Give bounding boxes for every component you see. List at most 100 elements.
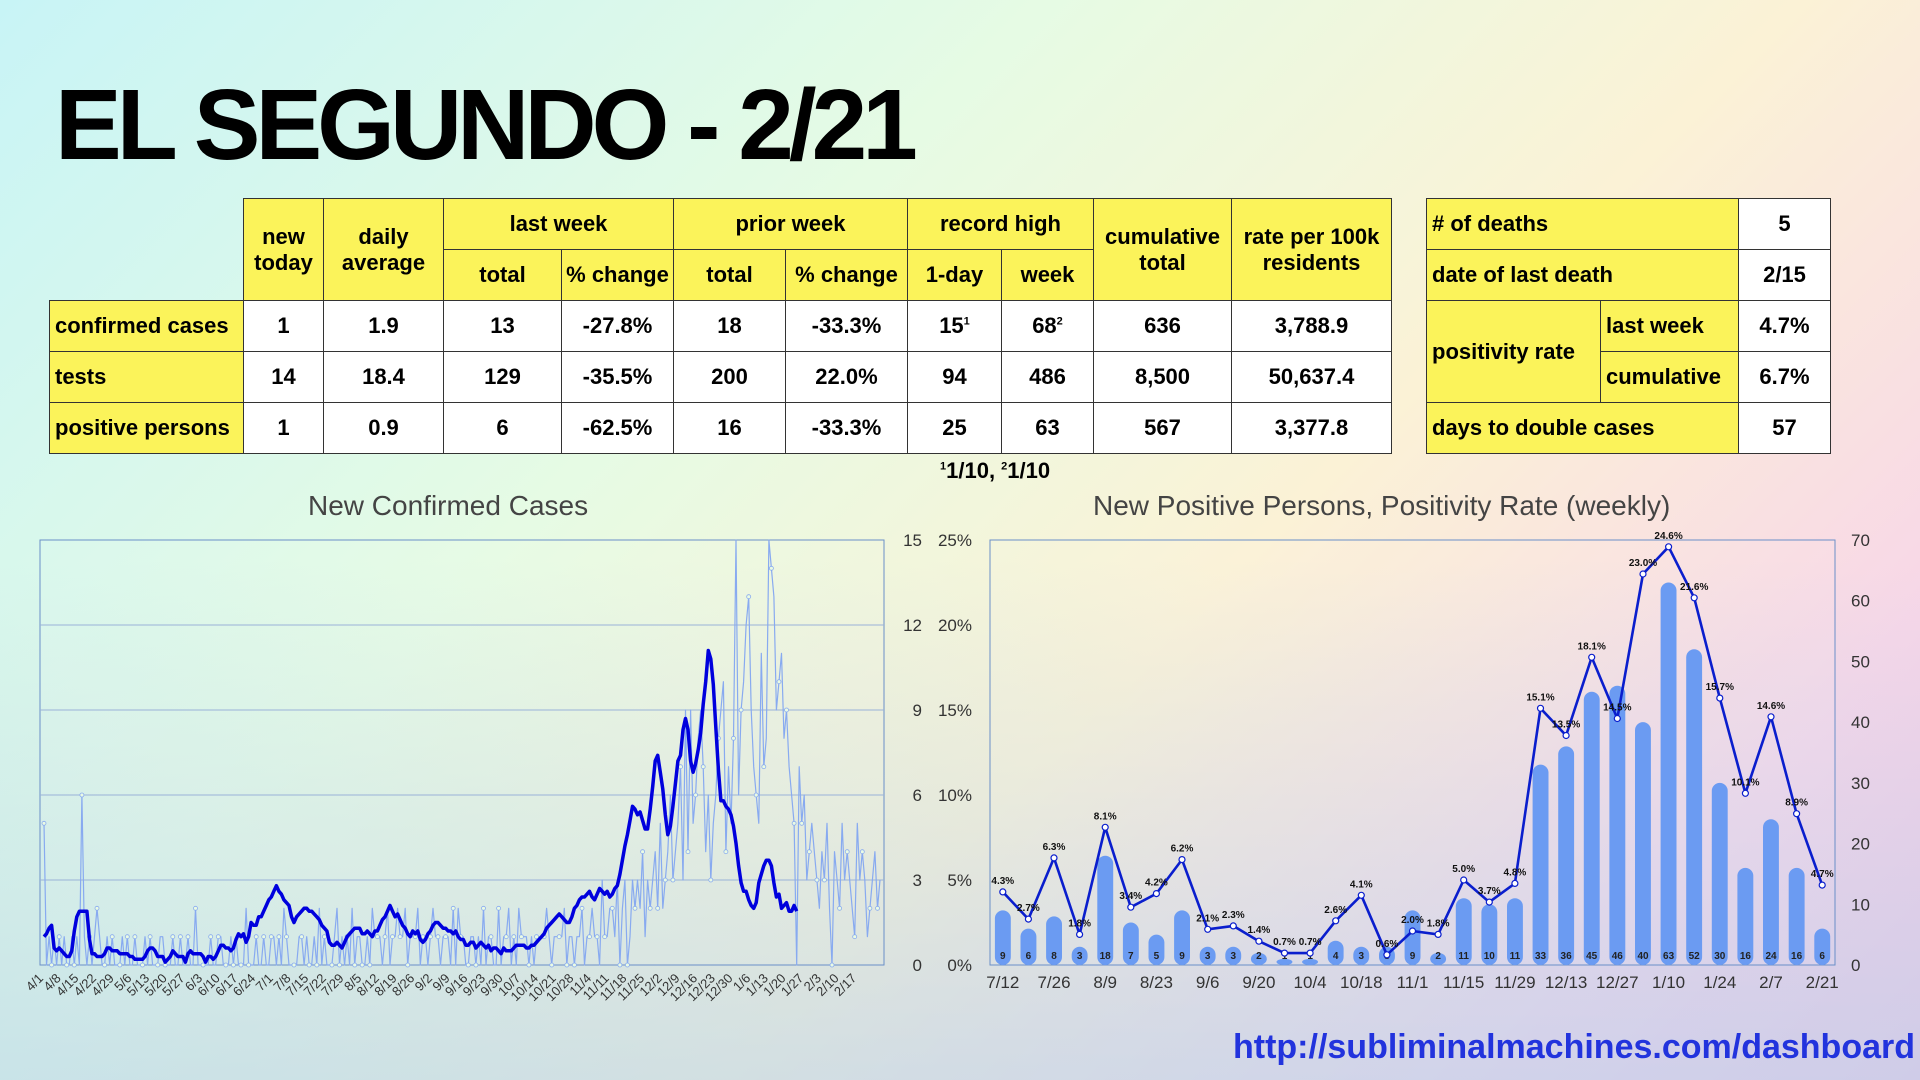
data-point <box>284 934 289 940</box>
positivity-point <box>1229 922 1237 930</box>
cell-daily-avg: 18.4 <box>323 351 444 403</box>
positivity-label: 13.5% <box>1552 720 1580 731</box>
stats-table: new today daily average last week prior … <box>49 198 1392 454</box>
left-y-tick-label: 15% <box>938 701 972 720</box>
data-point <box>238 962 244 968</box>
positivity-point <box>1792 810 1801 818</box>
x-tick-label: 1/24 <box>1703 973 1736 992</box>
footnote-marker: 2 <box>1056 315 1063 328</box>
bar-value-label: 4 <box>1333 951 1339 962</box>
header-cumulative-total: cumulative total <box>1093 198 1232 301</box>
data-point <box>822 877 827 883</box>
positivity-point <box>1280 949 1289 957</box>
cell-pw-total: 18 <box>673 300 786 352</box>
positivity-label: 8.9% <box>1785 798 1808 809</box>
y-tick-label: 12 <box>903 616 922 635</box>
bar-value-label: 3 <box>1205 951 1211 962</box>
table-row: positive persons 1 0.9 6 -62.5% 16 -33.3… <box>49 402 1392 454</box>
data-point <box>352 962 358 968</box>
data-point <box>670 877 676 883</box>
cell-rec-week: 682 <box>1001 300 1094 352</box>
data-point <box>102 962 107 968</box>
bar <box>1609 685 1626 965</box>
bar <box>1250 952 1267 965</box>
cell-pw-total: 16 <box>673 402 786 454</box>
data-point <box>329 962 335 968</box>
positivity-point <box>1408 927 1417 935</box>
header-rec-day: 1-day <box>907 249 1002 301</box>
positivity-point <box>1204 925 1212 933</box>
bar-value-label: 16 <box>1791 951 1803 962</box>
data-point <box>632 905 638 911</box>
bar <box>1071 946 1088 965</box>
y-tick-label: 3 <box>913 871 922 890</box>
table-row: positivity rate last week 4.7% <box>1426 300 1831 403</box>
data-point <box>208 934 214 940</box>
header-rate: rate per 100k residents <box>1231 198 1392 301</box>
double-value: 57 <box>1738 402 1831 454</box>
cell-lw-change: -62.5% <box>561 402 674 454</box>
header-lw-total: total <box>443 249 562 301</box>
header-rec-week: week <box>1001 249 1094 301</box>
plot-area-2 <box>989 539 1836 966</box>
data-point <box>875 905 880 911</box>
data-point <box>79 792 85 798</box>
positivity-label: 0.6% <box>1376 939 1399 950</box>
x-tick-label: 7/26 <box>1037 973 1070 992</box>
data-point <box>185 934 191 940</box>
data-point <box>200 962 206 968</box>
bar-value-label: 46 <box>1612 951 1624 962</box>
positivity-label: 21.6% <box>1680 582 1708 593</box>
data-point <box>700 764 706 770</box>
data-point <box>299 934 305 940</box>
positivity-label: 15.1% <box>1526 692 1554 703</box>
positivity-point <box>1152 889 1161 898</box>
bar <box>1046 916 1062 965</box>
positivity-point <box>1255 937 1263 945</box>
data-point <box>246 962 252 968</box>
positivity-point <box>1485 898 1493 906</box>
dashboard-url-link[interactable]: http://subliminalmachines.com/dashboard <box>1233 1028 1915 1066</box>
table-row: tests 14 18.4 129 -35.5% 200 22.0% 94 48… <box>49 351 1392 403</box>
y-tick-label: 6 <box>913 786 922 805</box>
positivity-point <box>1306 949 1314 957</box>
positivity-point <box>1127 903 1135 911</box>
data-point <box>852 934 858 940</box>
positivity-point <box>1613 714 1621 723</box>
rec-week-value: 68 <box>1032 313 1057 338</box>
positivity-label: 1.8% <box>1427 918 1450 929</box>
positivity-label: 4.1% <box>1350 879 1373 890</box>
rolling-average-line <box>42 648 799 964</box>
positivity-label: 2.0% <box>1401 915 1424 926</box>
bar <box>1430 952 1447 965</box>
bar <box>1174 910 1190 965</box>
positivity-cumulative-value: 6.7% <box>1738 351 1831 403</box>
positivity-point <box>1434 930 1442 939</box>
bar-value-label: 6 <box>1819 951 1825 962</box>
positivity-label: positivity rate <box>1426 300 1601 403</box>
data-point <box>268 934 274 940</box>
bar-value-label: 2 <box>1256 951 1262 962</box>
data-point <box>556 934 562 940</box>
positivity-label: 0.7% <box>1273 937 1296 948</box>
header-lw-change: % change <box>561 249 674 301</box>
positivity-point <box>1178 855 1186 864</box>
cell-rate: 3,377.8 <box>1231 402 1392 454</box>
data-point <box>791 820 797 826</box>
positivity-point <box>1357 891 1365 899</box>
positivity-label: 14.5% <box>1603 703 1631 714</box>
data-point <box>147 934 153 940</box>
x-tick-label: 11/29 <box>1494 973 1535 992</box>
bar <box>1558 746 1575 965</box>
table-row: # of deaths 5 <box>1426 198 1831 250</box>
bar-value-label: 9 <box>1000 951 1006 962</box>
data-point <box>276 934 282 940</box>
positivity-label: 24.6% <box>1654 531 1682 542</box>
data-point <box>306 962 312 968</box>
chart-title-positivity: New Positive Persons, Positivity Rate (w… <box>1093 490 1671 521</box>
bar <box>1020 928 1037 965</box>
y-tick-label: 15 <box>903 531 922 550</box>
data-point <box>230 962 236 968</box>
bar-value-label: 9 <box>1179 951 1185 962</box>
bar-value-label: 6 <box>1026 951 1032 962</box>
